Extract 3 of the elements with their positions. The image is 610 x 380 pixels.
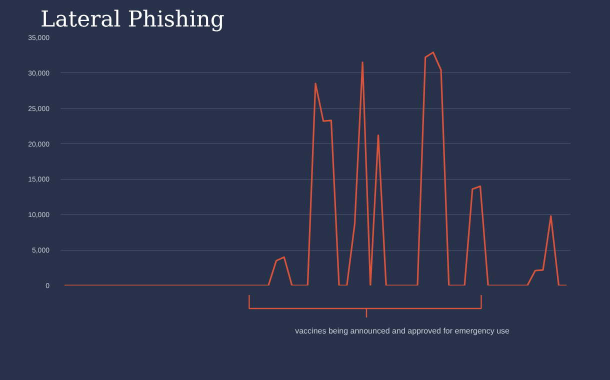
chart-title: Lateral Phishing — [40, 8, 225, 32]
text: vaccines being announced and approved for emergency use — [295, 326, 510, 336]
line-series — [64, 52, 568, 286]
